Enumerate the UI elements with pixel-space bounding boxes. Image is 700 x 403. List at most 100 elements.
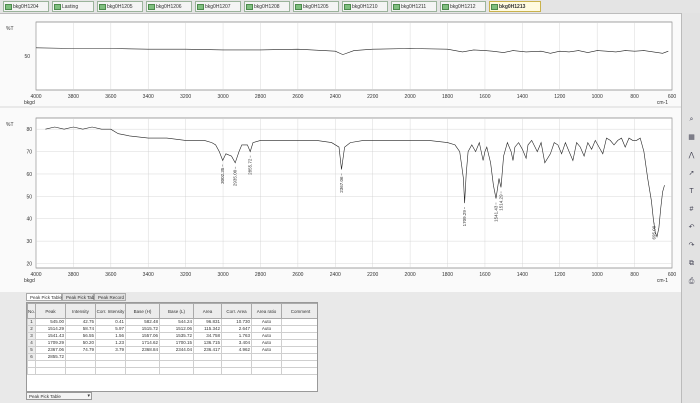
table-row[interactable]: 6 2855.72 <box>27 353 317 361</box>
table-cell: 1.56 <box>95 332 126 340</box>
x-tick-label: 2200 <box>367 94 378 100</box>
table-cell <box>281 360 317 368</box>
y-tick-label: 20 <box>26 262 32 268</box>
copy-icon[interactable]: ⧉ <box>689 260 694 267</box>
table-cell: Auto <box>251 318 282 326</box>
tab-label: bkg0H1206 <box>156 4 182 10</box>
table-cell: 34.758 <box>193 332 222 340</box>
column-header[interactable]: Area ratio <box>251 303 282 319</box>
peak-icon[interactable]: ⋀ <box>688 152 695 159</box>
column-header[interactable]: Base (L) <box>159 303 194 319</box>
y-tick-label: 60 <box>26 172 32 178</box>
right-toolbar: ⌕ ▦ ⋀ ➚ T # ↶ ↷ ⧉ ⎙ <box>681 13 700 403</box>
x-tick-label: 600 <box>668 272 677 278</box>
column-header[interactable]: Corr. Area <box>221 303 252 319</box>
spectrum-plot[interactable]: 4000 3800 3600 3400 3200 3000 2800 2600 2400 2200… <box>0 108 681 292</box>
print-icon[interactable]: ⎙ <box>688 278 695 285</box>
y-tick-label: 50 <box>26 194 32 200</box>
tab-10[interactable]: bkg0H1212 <box>440 1 486 12</box>
spectrum-icon <box>54 4 61 10</box>
chevron-down-icon: ▾ <box>87 393 90 399</box>
tab-8[interactable]: bkg0H1210 <box>342 1 388 12</box>
x-axis-label: bkgd <box>24 278 35 284</box>
x-tick-label: 2000 <box>405 94 416 100</box>
table-cell: 1515.72 <box>125 325 160 333</box>
x-tick-label: 3600 <box>105 272 116 278</box>
tab-4[interactable]: bkg0H1206 <box>146 1 192 12</box>
x-tick-label: 800 <box>630 94 639 100</box>
peak-label: 2367.06 <box>339 176 344 193</box>
table-cell: 582.48 <box>125 318 160 326</box>
table-cell: 3.404 <box>221 339 252 347</box>
peak-label: 3002.35 <box>220 167 225 184</box>
table-cell <box>281 367 317 375</box>
table-row[interactable]: 4 1709.29 50.20 1.23 1714.62 1700.15 136.715 3.… <box>27 339 317 347</box>
table-cell <box>125 353 160 361</box>
table-cell: 2 <box>27 325 36 333</box>
tab-6[interactable]: bkg0H1208 <box>244 1 290 12</box>
undo-icon[interactable]: ↶ <box>688 224 695 231</box>
x-tick-label: 3400 <box>143 94 154 100</box>
peak-table[interactable]: No. Peak Intensity Corr. Intensity Base (H) B… <box>26 302 318 392</box>
column-header[interactable]: No. <box>27 303 36 319</box>
table-type-dropdown[interactable]: Peak Pick Table ▾ <box>26 392 92 400</box>
peak-label: 695.09 <box>652 225 657 239</box>
spectrum-plot-svg: 4000 3800 3600 3400 3200 3000 2800 2600 2400 2200… <box>6 117 677 284</box>
tab-11[interactable]: bkg0H1213 <box>489 1 541 12</box>
x-tick-label: 1600 <box>479 272 490 278</box>
x-tick-label: 2400 <box>330 272 341 278</box>
table-cell: 6 <box>27 353 36 361</box>
tab-3[interactable]: bkg0H1205 <box>97 1 143 12</box>
redo-icon[interactable]: ↷ <box>688 242 695 249</box>
x-tick-label: 1400 <box>517 272 528 278</box>
tab-5[interactable]: bkg0H1207 <box>195 1 241 12</box>
column-header[interactable]: Intensity <box>65 303 96 319</box>
arrow-icon[interactable]: ➚ <box>688 170 695 177</box>
table-tab-1[interactable]: Peak Pick Table <box>26 293 62 301</box>
table-row[interactable]: 1 545.00 42.75 0.41 582.48 544.24 96.831 10.730… <box>27 318 317 326</box>
table-cell <box>193 360 222 368</box>
table-tab-3[interactable]: Peak Record <box>94 293 126 301</box>
table-cell <box>221 353 252 361</box>
spectrum-icon <box>148 4 155 10</box>
column-header[interactable]: Comment <box>281 303 317 319</box>
tab-1[interactable]: bkg0H1204 <box>3 1 49 12</box>
table-cell <box>281 325 317 333</box>
table-cell: 1.763 <box>221 332 252 340</box>
table-cell: 56.55 <box>65 332 96 340</box>
overview-plot[interactable]: 4000 3800 3600 3400 3200 3000 2800 2600 2400 2200… <box>0 14 681 106</box>
table-cell: 115.342 <box>193 325 222 333</box>
table-row[interactable]: 5 2367.06 74.79 3.79 2368.84 2344.04 236.417 4.… <box>27 346 317 354</box>
table-cell: Auto <box>251 346 282 354</box>
column-header[interactable]: Corr. Intensity <box>95 303 126 319</box>
table-cell <box>193 367 222 375</box>
table-cell <box>281 339 317 347</box>
table-cell <box>159 353 194 361</box>
zoom-icon[interactable]: ⌕ <box>689 116 694 123</box>
peak-label: 1514.29 <box>499 194 504 211</box>
text-icon[interactable]: T <box>689 188 694 195</box>
x-tick-label: 1200 <box>554 272 565 278</box>
tab-7[interactable]: bkg0H1205 <box>293 1 339 12</box>
tab-label: bkg0H1208 <box>254 4 280 10</box>
tab-2[interactable]: Lasting <box>52 1 94 12</box>
y-tick-label: 70 <box>26 150 32 156</box>
table-cell: 1700.15 <box>159 339 194 347</box>
peak-label: 1541.43 <box>493 205 498 222</box>
plot-frame <box>35 21 673 91</box>
spectrum-icon <box>393 4 400 10</box>
tab-label: bkg0H1204 <box>13 4 39 10</box>
table-row[interactable] <box>27 367 317 375</box>
tab-9[interactable]: bkg0H1211 <box>391 1 437 12</box>
column-header[interactable]: Peak <box>35 303 66 319</box>
table-row[interactable] <box>27 360 317 368</box>
table-cell <box>251 360 282 368</box>
column-header[interactable]: Base (H) <box>125 303 160 319</box>
table-tab-2[interactable]: Peak Pick Table <box>62 293 98 301</box>
table-icon[interactable]: ▦ <box>688 134 695 141</box>
column-header[interactable]: Area <box>193 303 222 319</box>
table-cell: 1541.43 <box>35 332 66 340</box>
grid-icon[interactable]: # <box>689 206 694 213</box>
table-row[interactable]: 2 1514.29 58.74 5.97 1515.72 1512.06 115.342 2.… <box>27 325 317 333</box>
table-row[interactable]: 3 1541.43 56.55 1.56 1557.06 1535.72 34.758 1.7… <box>27 332 317 340</box>
